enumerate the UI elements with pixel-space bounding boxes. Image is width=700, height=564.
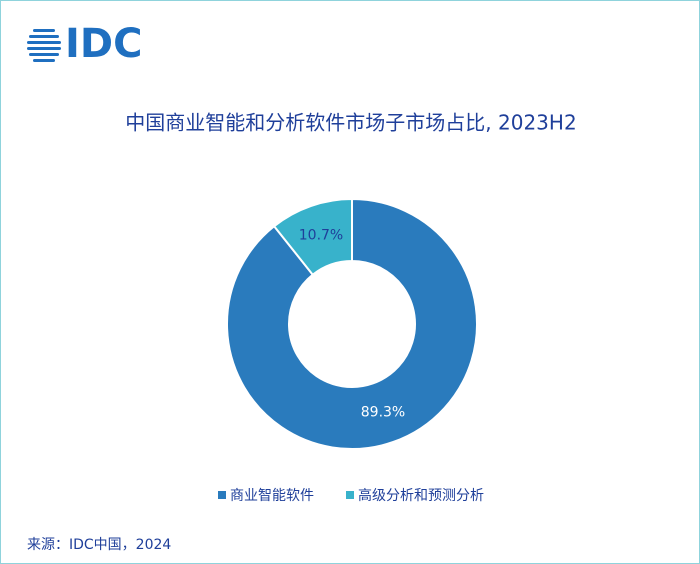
logo-mark (27, 29, 61, 62)
legend-swatch (218, 491, 226, 499)
legend-swatch (346, 491, 354, 499)
legend-label: 高级分析和预测分析 (358, 487, 484, 504)
chart-title: 中国商业智能和分析软件市场子市场占比, 2023H2 (125, 111, 576, 135)
source: 来源：IDC中国，2024 (27, 537, 171, 553)
legend-label: 商业智能软件 (230, 488, 314, 504)
donut-segment (226, 197, 478, 450)
logo: IDC (65, 21, 142, 67)
donut-segment (272, 197, 353, 277)
data-label: 10.7% (299, 227, 343, 243)
data-label: 89.3% (361, 405, 405, 421)
